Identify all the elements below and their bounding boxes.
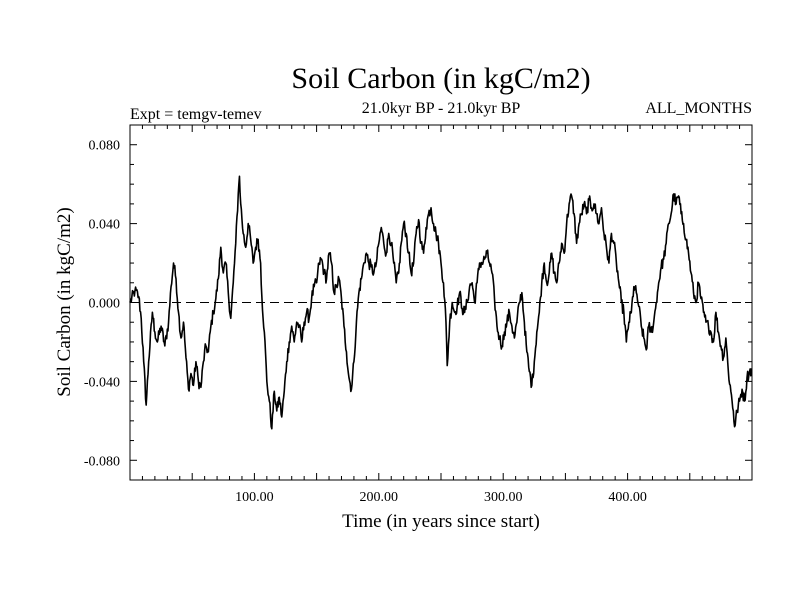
y-tick-label: 0.080 <box>89 139 121 154</box>
x-tick-label: 200.00 <box>360 490 399 505</box>
y-tick-label: 0.040 <box>89 218 121 233</box>
x-tick-label: 400.00 <box>608 490 647 505</box>
chart-subtitle-experiment: Expt = temgv-temev <box>130 106 262 123</box>
x-axis: 100.00 200.00 300.00 400.00 <box>141 125 741 505</box>
y-tick-label: -0.040 <box>84 375 120 390</box>
chart-subtitle-period: 21.0kyr BP - 21.0kyr BP <box>362 100 521 117</box>
y-tick-label: -0.080 <box>84 454 120 469</box>
y-tick-label: 0.000 <box>89 297 121 312</box>
chart-subtitle-months: ALL_MONTHS <box>645 100 752 117</box>
y-axis: 0.080 0.040 0.000 -0.040 -0.080 <box>84 139 752 469</box>
y-axis-label: Soil Carbon (in kgC/m2) <box>54 207 75 396</box>
chart-title: Soil Carbon (in kgC/m2) <box>291 62 590 95</box>
series-line-temgv-temev <box>129 175 753 430</box>
x-tick-label: 300.00 <box>484 490 523 505</box>
x-tick-label: 100.00 <box>235 490 274 505</box>
x-axis-label: Time (in years since start) <box>342 511 540 532</box>
